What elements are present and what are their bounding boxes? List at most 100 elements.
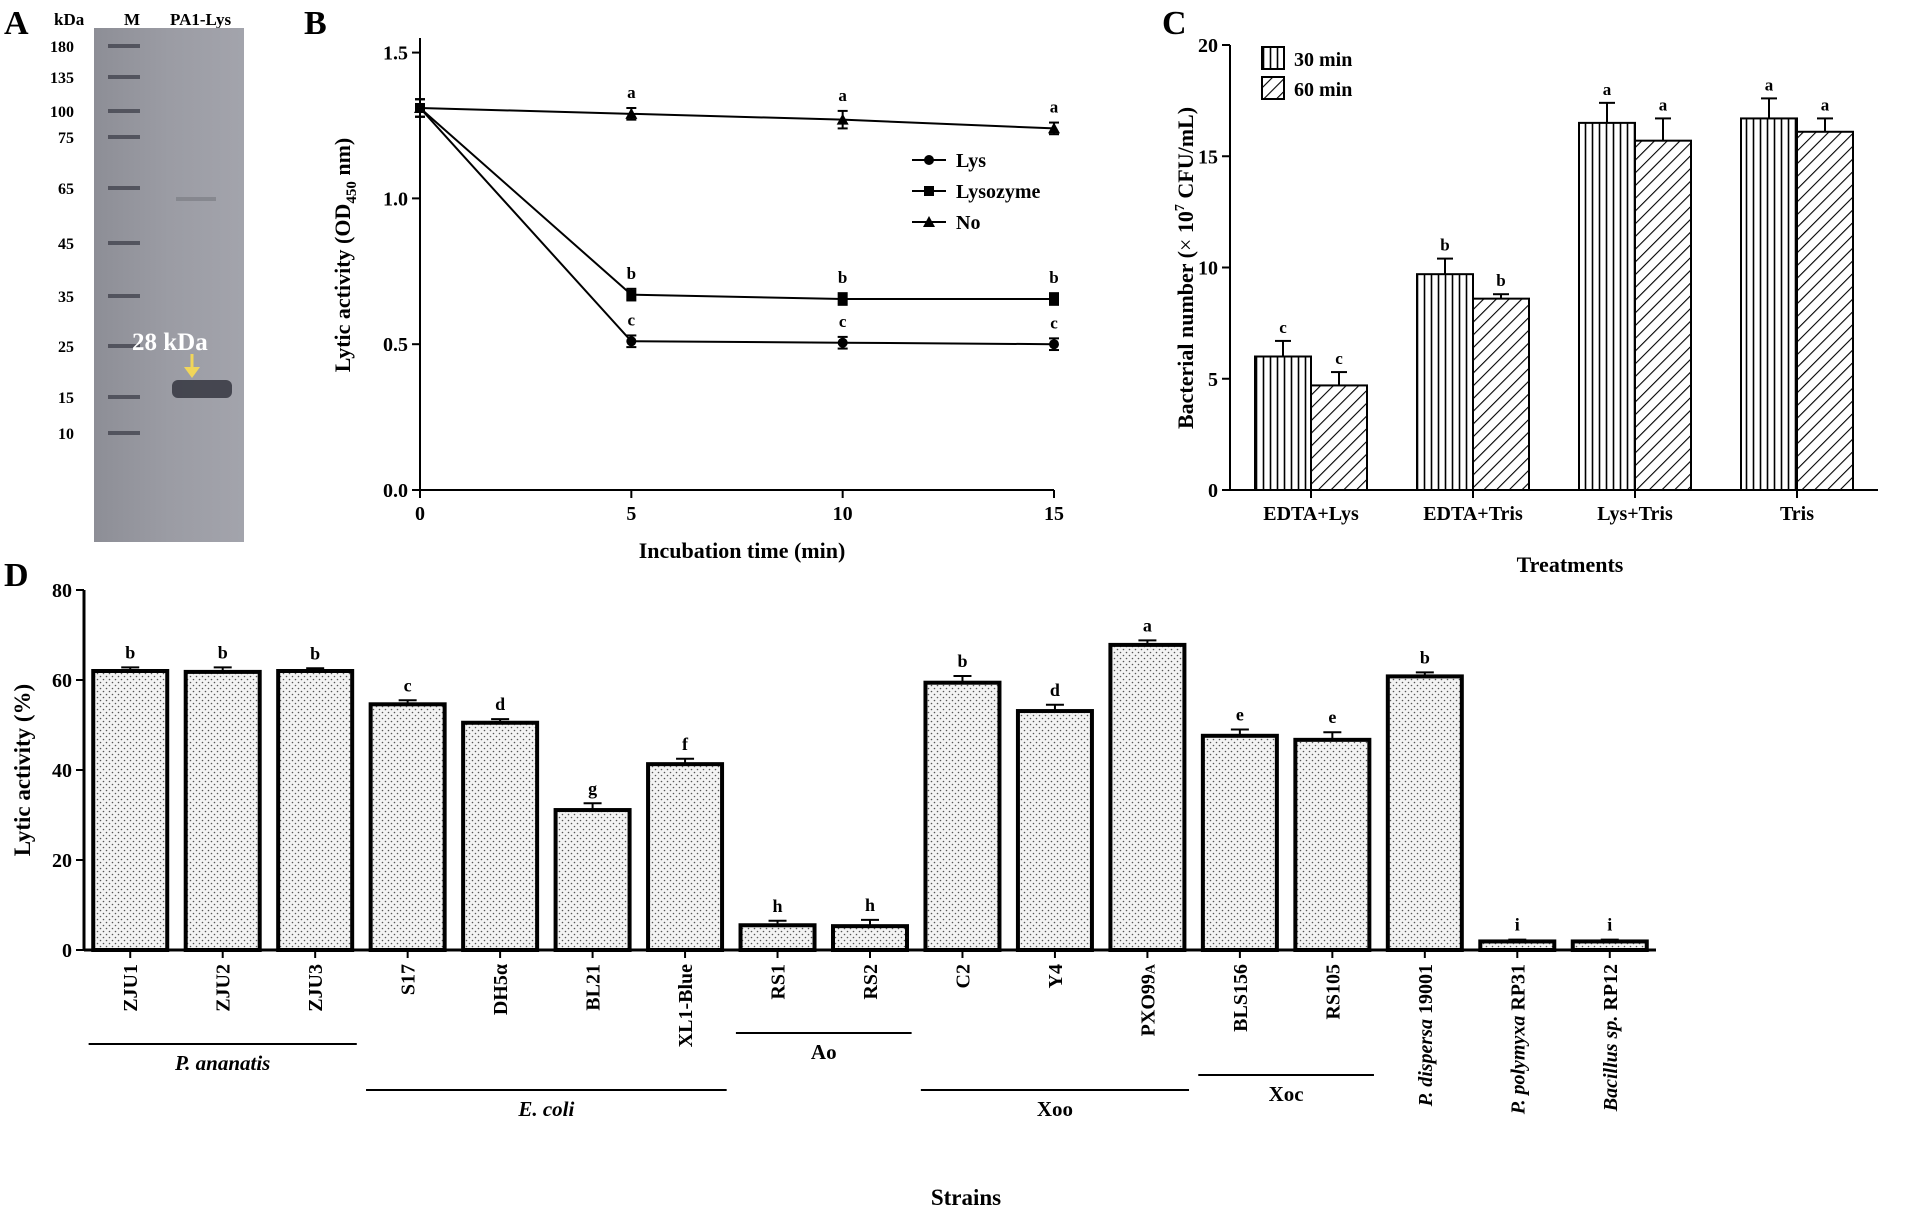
d-x-tick-label: ZJU3 bbox=[305, 964, 327, 1012]
b-data-point bbox=[836, 113, 849, 125]
b-significance-letter: c bbox=[1050, 313, 1058, 332]
d-significance-letter: b bbox=[957, 651, 967, 671]
gel-marker-size-label: 135 bbox=[50, 70, 74, 87]
d-bar bbox=[831, 924, 909, 953]
c-significance-letter: a bbox=[1821, 95, 1830, 114]
b-significance-letter: a bbox=[838, 86, 847, 105]
d-y-tick-label: 0 bbox=[62, 940, 72, 962]
gel-marker-size-label: 25 bbox=[58, 339, 74, 356]
b-y-tick-label: 0.5 bbox=[383, 334, 408, 356]
b-y-tick-label: 1.0 bbox=[383, 188, 408, 210]
d-bar bbox=[646, 762, 725, 953]
gel-ladder-band bbox=[108, 431, 140, 435]
b-series-line-no bbox=[419, 106, 1055, 130]
c-y-tick-label: 5 bbox=[1208, 369, 1218, 391]
d-bar bbox=[1478, 939, 1557, 953]
d-x-tick-label: Y4 bbox=[1045, 964, 1067, 988]
c-bar bbox=[1796, 130, 1854, 491]
gel-lane-marker-label: M bbox=[124, 10, 140, 29]
gel-sample-faint-band bbox=[176, 197, 216, 201]
d-y-axis-label: Lytic activity (%) bbox=[10, 684, 35, 856]
d-plot-area: b b b c d g f h h b d a e e b i i bbox=[91, 615, 1649, 953]
d-bar bbox=[1570, 939, 1649, 953]
panel-letter-a: A bbox=[4, 5, 29, 42]
b-data-point bbox=[1048, 122, 1060, 134]
d-strain-groups: P. ananatis E. coli Ao Xoo Xoc bbox=[88, 1032, 1374, 1121]
panel-letter-c: C bbox=[1162, 5, 1187, 42]
c-legend-label: 30 min bbox=[1294, 49, 1352, 71]
d-significance-letter: g bbox=[588, 778, 597, 798]
d-x-tick-label: C2 bbox=[952, 964, 974, 988]
d-y-tick-label: 60 bbox=[52, 670, 72, 692]
bar-chart-d: Lytic activity (%) Strains 0 20 40 60 80 ZJU1… bbox=[10, 580, 1656, 1210]
gel-marker-size-label: 180 bbox=[50, 39, 74, 56]
b-legend-marker bbox=[923, 216, 935, 227]
b-significance-letter: b bbox=[1049, 268, 1058, 287]
d-group-label: E. coli bbox=[517, 1097, 574, 1121]
b-data-point bbox=[626, 336, 637, 347]
b-significance-letter: c bbox=[839, 312, 847, 331]
d-significance-letter: f bbox=[682, 734, 689, 754]
d-bar bbox=[276, 669, 355, 952]
gel-ladder-band bbox=[108, 395, 140, 399]
d-significance-letter: b bbox=[1420, 647, 1430, 667]
b-legend-marker bbox=[924, 155, 934, 165]
d-significance-letter: i bbox=[1607, 915, 1612, 935]
d-significance-letter: d bbox=[495, 694, 505, 714]
gel-marker-size-label: 100 bbox=[50, 104, 74, 121]
c-significance-letter: a bbox=[1659, 95, 1668, 114]
gel-marker-size-label: 75 bbox=[58, 130, 74, 147]
d-bar bbox=[368, 702, 447, 952]
d-bar bbox=[1200, 733, 1279, 952]
d-bar bbox=[738, 923, 817, 952]
d-bar bbox=[1293, 737, 1372, 952]
b-series-line-lys bbox=[419, 107, 1055, 346]
panel-letter-d: D bbox=[4, 557, 29, 594]
c-x-tick-label: EDTA+Lys bbox=[1263, 503, 1359, 525]
b-data-point bbox=[837, 337, 848, 348]
b-plot-area: c c c b b b a a a bbox=[414, 83, 1060, 352]
b-x-tick-label: 15 bbox=[1044, 503, 1064, 525]
b-significance-letter: c bbox=[628, 310, 636, 329]
b-data-point bbox=[1049, 293, 1059, 304]
c-bar bbox=[1416, 273, 1474, 491]
d-bar bbox=[461, 720, 540, 952]
panel-letter-b: B bbox=[304, 5, 327, 42]
gel-ladder-band bbox=[108, 44, 140, 48]
d-x-tick-label: BLS156 bbox=[1230, 964, 1252, 1032]
d-significance-letter: e bbox=[1328, 707, 1336, 727]
c-legend-swatch bbox=[1261, 76, 1285, 100]
b-x-axis-label: Incubation time (min) bbox=[639, 538, 846, 563]
c-significance-letter: a bbox=[1765, 75, 1774, 94]
c-bar bbox=[1254, 355, 1312, 491]
c-significance-letter: c bbox=[1335, 349, 1343, 368]
d-significance-letter: c bbox=[404, 675, 412, 695]
c-y-tick-label: 10 bbox=[1198, 258, 1218, 280]
d-x-tick-label: ZJU2 bbox=[213, 964, 235, 1012]
c-significance-letter: b bbox=[1440, 236, 1449, 255]
gel-image bbox=[94, 28, 244, 542]
gel-arrow-head-icon bbox=[184, 367, 200, 378]
c-bar bbox=[1578, 121, 1636, 491]
d-group-label: Xoc bbox=[1269, 1082, 1304, 1106]
d-significance-letter: b bbox=[310, 643, 320, 663]
b-legend: Lys Lysozyme No bbox=[912, 150, 1041, 234]
d-significance-letter: a bbox=[1143, 615, 1152, 635]
d-x-tick-label: XL1-Blue bbox=[675, 964, 697, 1047]
gel-marker-size-label: 10 bbox=[58, 426, 74, 443]
c-y-tick-label: 20 bbox=[1198, 35, 1218, 57]
b-x-tick-label: 10 bbox=[833, 503, 853, 525]
d-bar bbox=[1015, 709, 1094, 952]
d-x-axis-label: Strains bbox=[931, 1185, 1001, 1210]
gel-ladder: 180 135 100 75 65 45 35 25 15 10 bbox=[50, 39, 140, 443]
d-x-tick-label: DH5α bbox=[490, 964, 512, 1015]
b-legend-marker bbox=[924, 186, 934, 196]
c-y-tick-label: 15 bbox=[1198, 146, 1218, 168]
d-x-tick-label: RS105 bbox=[1322, 964, 1344, 1020]
c-x-tick-label: Lys+Tris bbox=[1597, 503, 1673, 525]
d-group-label: Xoo bbox=[1037, 1097, 1073, 1121]
d-x-tick-label: P. dispersa 19001 bbox=[1415, 964, 1437, 1107]
d-x-tick-label: RS2 bbox=[860, 964, 882, 1000]
d-significance-letter: i bbox=[1515, 915, 1520, 935]
